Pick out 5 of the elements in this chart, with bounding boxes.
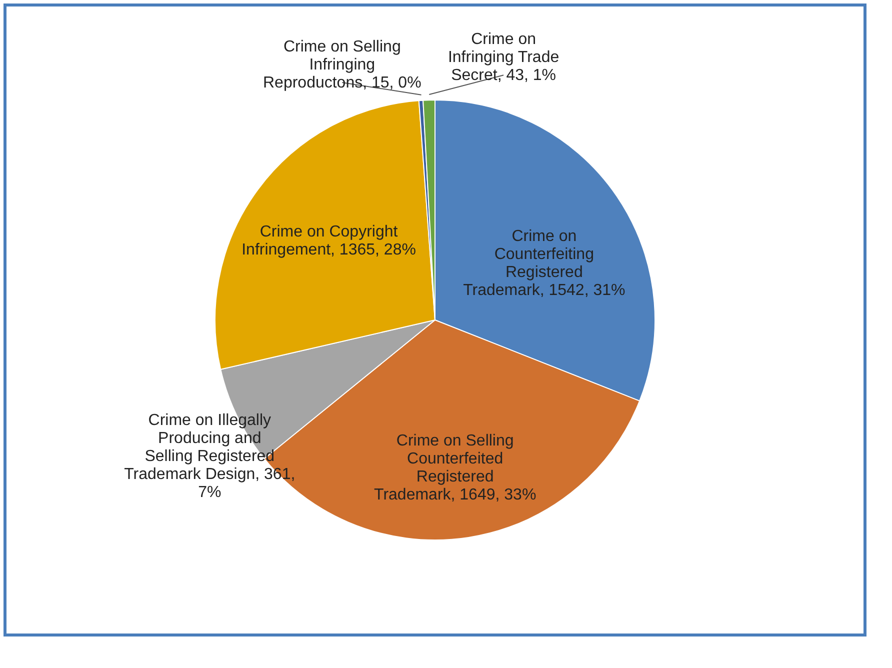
slice-label: Crime on Copyright Infringement, 1365, 28% (242, 224, 416, 259)
slice-label: Crime on Selling Infringing Reproductons, 15, 0% (262, 38, 422, 92)
slice-label: Crime on Infringing Trade Secret, 43, 1% (448, 31, 560, 84)
slice-label: Crime on Selling Counterfeited Registered Trademark, 1649, 33% (374, 432, 536, 504)
slice-label: Crime on Counterfeiting Registered Trademark, 1542, 31% (463, 228, 626, 299)
